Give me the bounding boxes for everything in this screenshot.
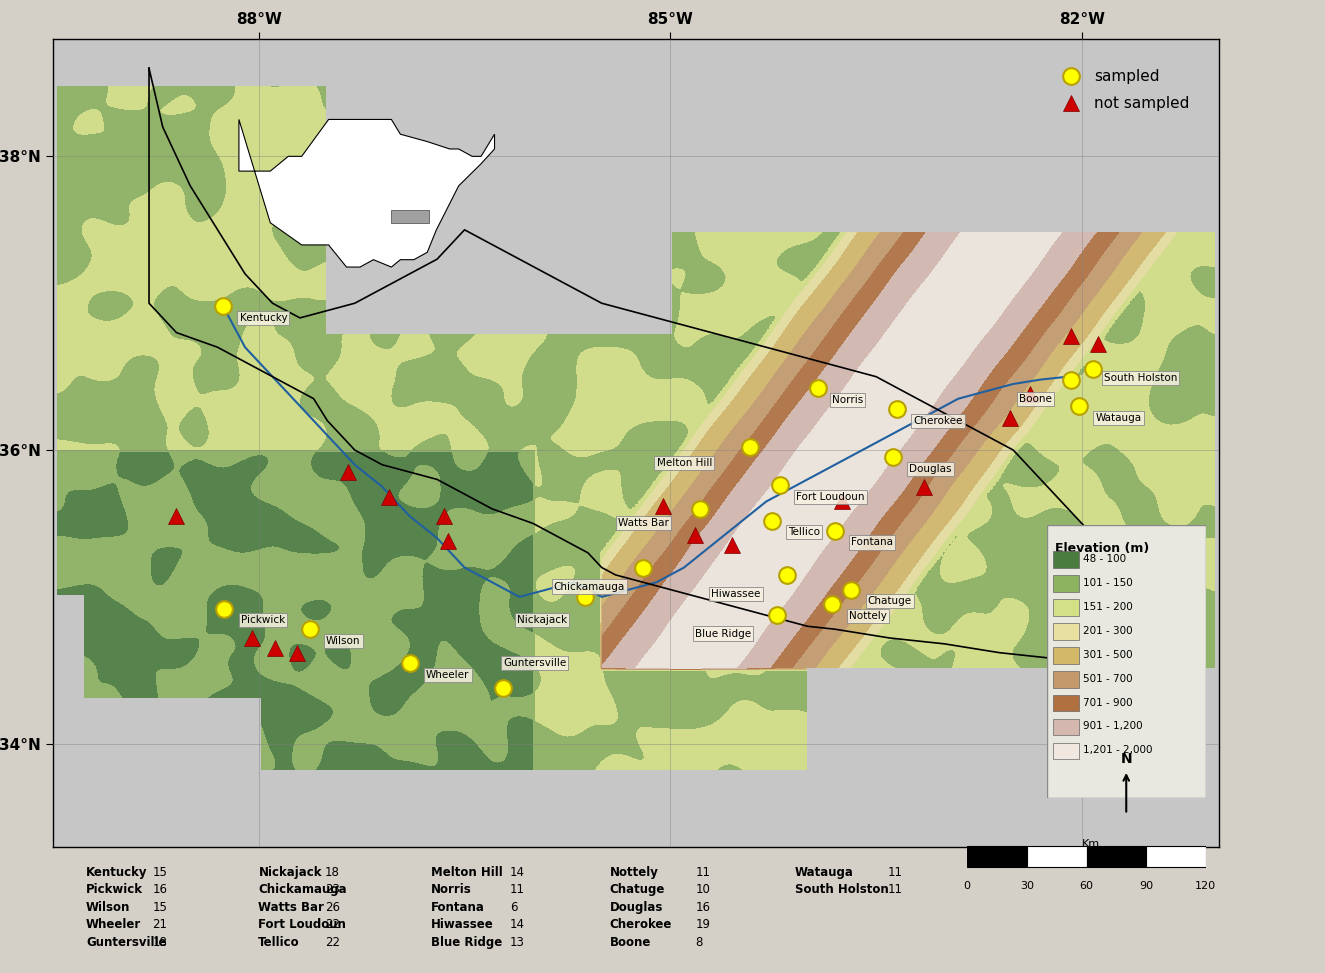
Text: 11: 11 [888, 883, 902, 896]
Text: 501 - 700: 501 - 700 [1084, 673, 1133, 683]
Text: 201 - 300: 201 - 300 [1084, 626, 1133, 635]
Text: Douglas: Douglas [610, 901, 662, 914]
Text: 19: 19 [696, 919, 710, 931]
Text: 60: 60 [1080, 881, 1093, 890]
Text: Kentucky: Kentucky [240, 313, 288, 323]
Text: 14: 14 [510, 866, 525, 879]
Text: 90: 90 [1140, 881, 1153, 890]
Text: 6: 6 [510, 901, 518, 914]
Legend: sampled, not sampled: sampled, not sampled [1049, 63, 1195, 118]
Text: Chatuge: Chatuge [610, 883, 665, 896]
Text: 101 - 150: 101 - 150 [1084, 578, 1133, 588]
Text: Hiwassee: Hiwassee [431, 919, 493, 931]
Text: 1,201 - 2,000: 1,201 - 2,000 [1084, 745, 1153, 755]
Text: 14: 14 [510, 919, 525, 931]
Text: Wilson: Wilson [86, 901, 130, 914]
Text: Tellico: Tellico [788, 527, 820, 537]
Text: Watauga: Watauga [1096, 413, 1142, 422]
Text: Hiwassee: Hiwassee [712, 589, 761, 599]
Text: 151 - 200: 151 - 200 [1084, 601, 1133, 612]
Text: 11: 11 [888, 866, 902, 879]
Polygon shape [391, 210, 428, 223]
Bar [1053, 551, 1079, 567]
Text: 8: 8 [696, 936, 704, 949]
Text: South Holston: South Holston [795, 883, 889, 896]
Text: Chickamauga: Chickamauga [554, 582, 625, 592]
Text: Norris: Norris [832, 395, 864, 405]
Text: Blue Ridge: Blue Ridge [431, 936, 502, 949]
Text: Watts Bar: Watts Bar [258, 901, 325, 914]
Text: Blue Ridge: Blue Ridge [696, 629, 751, 638]
Text: Wheeler: Wheeler [86, 919, 142, 931]
Text: Norris: Norris [431, 883, 472, 896]
Text: 26: 26 [325, 901, 339, 914]
Text: 11: 11 [696, 866, 710, 879]
Text: South Holston: South Holston [1104, 373, 1177, 383]
Text: Fontana: Fontana [431, 901, 485, 914]
Text: 301 - 500: 301 - 500 [1084, 650, 1133, 660]
Text: Douglas: Douglas [909, 464, 951, 474]
Text: 30: 30 [1020, 881, 1034, 890]
Bar [1053, 598, 1079, 616]
Bar [1053, 742, 1079, 760]
Text: 22: 22 [325, 936, 339, 949]
Text: 23: 23 [325, 883, 339, 896]
Text: Chatuge: Chatuge [868, 596, 912, 606]
Text: 18: 18 [325, 866, 339, 879]
Text: Kentucky: Kentucky [86, 866, 147, 879]
Text: Fontana: Fontana [852, 537, 893, 548]
Text: Wheeler: Wheeler [427, 669, 469, 680]
Text: 22: 22 [325, 919, 339, 931]
Text: Nottely: Nottely [610, 866, 659, 879]
Text: Elevation (m): Elevation (m) [1055, 542, 1149, 555]
Text: 901 - 1,200: 901 - 1,200 [1084, 722, 1143, 732]
Text: Pickwick: Pickwick [241, 615, 285, 626]
Text: Pickwick: Pickwick [86, 883, 143, 896]
Text: Nickajack: Nickajack [517, 615, 567, 626]
Bar [1086, 846, 1146, 868]
Text: 10: 10 [696, 883, 710, 896]
Text: 15: 15 [152, 866, 167, 879]
Text: N: N [1121, 751, 1132, 766]
Text: 11: 11 [510, 883, 525, 896]
Text: Guntersville: Guntersville [504, 658, 566, 667]
Text: Tellico: Tellico [258, 936, 299, 949]
Polygon shape [238, 120, 494, 267]
Text: 21: 21 [152, 919, 167, 931]
Text: Melton Hill: Melton Hill [431, 866, 502, 879]
Text: Nottely: Nottely [848, 611, 886, 621]
Text: Fort Loudoun: Fort Loudoun [796, 492, 865, 502]
Text: Chickamauga: Chickamauga [258, 883, 347, 896]
Text: Watts Bar: Watts Bar [619, 519, 669, 528]
Bar [1053, 719, 1079, 736]
Text: Cherokee: Cherokee [913, 415, 962, 425]
Text: 120: 120 [1195, 881, 1216, 890]
Text: Fort Loudoun: Fort Loudoun [258, 919, 346, 931]
Text: Watauga: Watauga [795, 866, 853, 879]
Bar [1053, 695, 1079, 711]
Bar [1053, 647, 1079, 664]
Text: 16: 16 [696, 901, 710, 914]
Text: 13: 13 [510, 936, 525, 949]
Text: Cherokee: Cherokee [610, 919, 672, 931]
Bar [1053, 623, 1079, 639]
Text: 16: 16 [152, 883, 167, 896]
Text: 701 - 900: 701 - 900 [1084, 698, 1133, 707]
Bar [1053, 670, 1079, 688]
Text: Boone: Boone [1019, 394, 1052, 404]
Bar [1027, 846, 1086, 868]
Text: Nickajack: Nickajack [258, 866, 322, 879]
Text: 48 - 100: 48 - 100 [1084, 554, 1126, 563]
Text: Melton Hill: Melton Hill [657, 458, 712, 468]
Text: Guntersville: Guntersville [86, 936, 167, 949]
Text: Km: Km [1081, 839, 1100, 849]
Text: 15: 15 [152, 901, 167, 914]
Text: Boone: Boone [610, 936, 651, 949]
Text: 18: 18 [152, 936, 167, 949]
Bar [1053, 575, 1079, 592]
Bar [1146, 846, 1206, 868]
Text: Wilson: Wilson [326, 636, 360, 646]
Text: 0: 0 [963, 881, 971, 890]
Bar [967, 846, 1027, 868]
